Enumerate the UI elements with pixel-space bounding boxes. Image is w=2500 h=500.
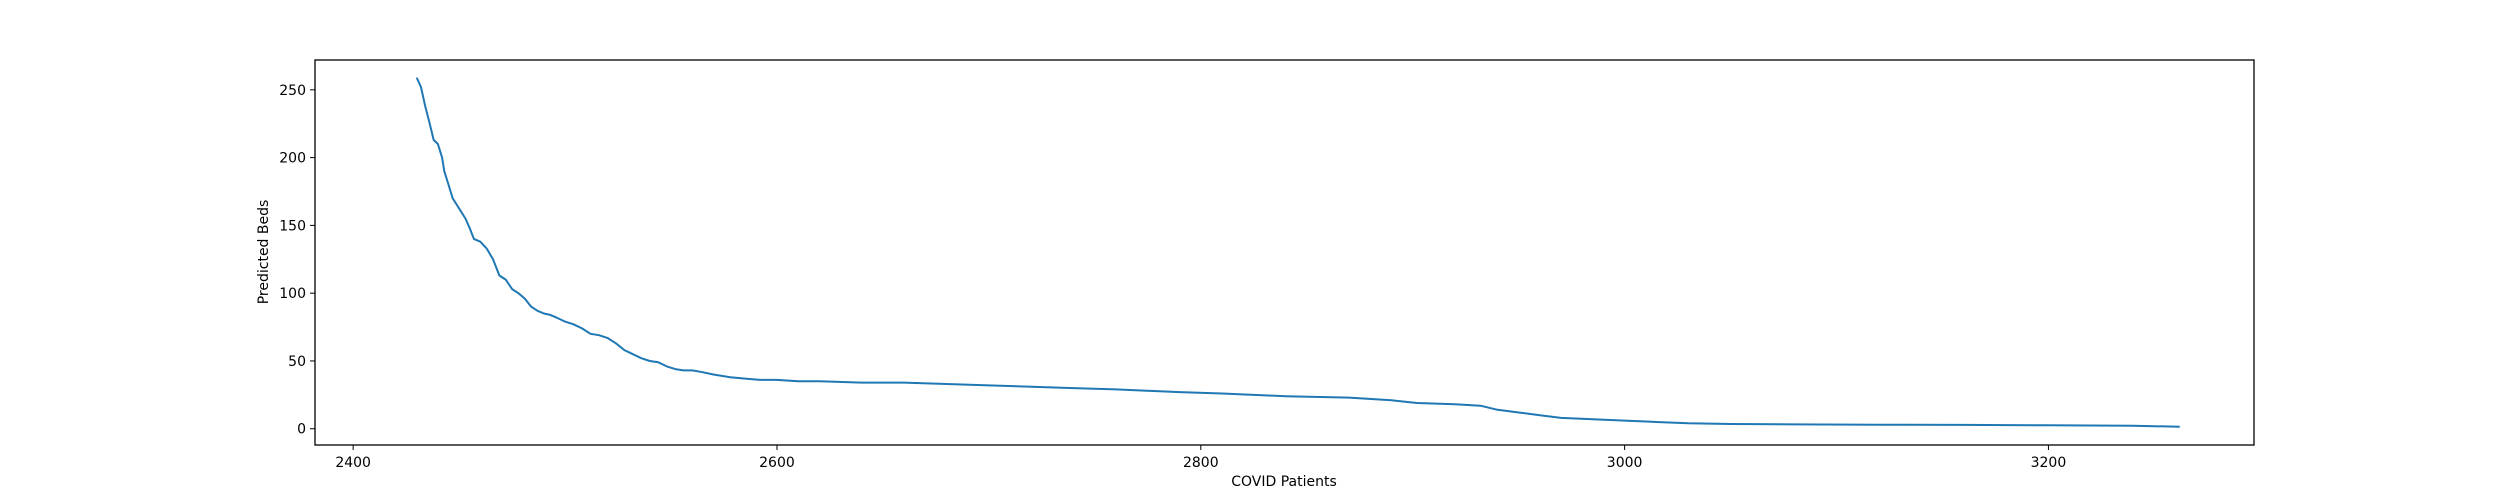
y-tick-label: 0	[297, 422, 306, 438]
x-tick-label: 3000	[1607, 455, 1643, 471]
y-axis-ticks: 0 50 100 150 200 250	[279, 83, 315, 438]
x-tick-label: 2600	[759, 455, 795, 471]
series-layer	[415, 77, 2180, 428]
x-axis-label: COVID Patients	[1231, 474, 1337, 490]
x-tick-label: 3200	[2031, 455, 2067, 471]
y-tick-label: 200	[279, 151, 306, 167]
y-tick-label: 50	[288, 354, 306, 370]
y-axis-label: Predicted Beds	[256, 200, 272, 305]
x-axis-ticks: 2400 2600 2800 3000 3200	[335, 445, 2066, 471]
y-tick-label: 150	[279, 218, 306, 234]
series-line	[415, 77, 2180, 428]
x-tick-label: 2800	[1183, 455, 1219, 471]
x-tick-label: 2400	[335, 455, 371, 471]
plot-area	[314, 59, 2255, 446]
y-tick-label: 250	[279, 83, 306, 99]
y-tick-label: 100	[279, 286, 306, 302]
